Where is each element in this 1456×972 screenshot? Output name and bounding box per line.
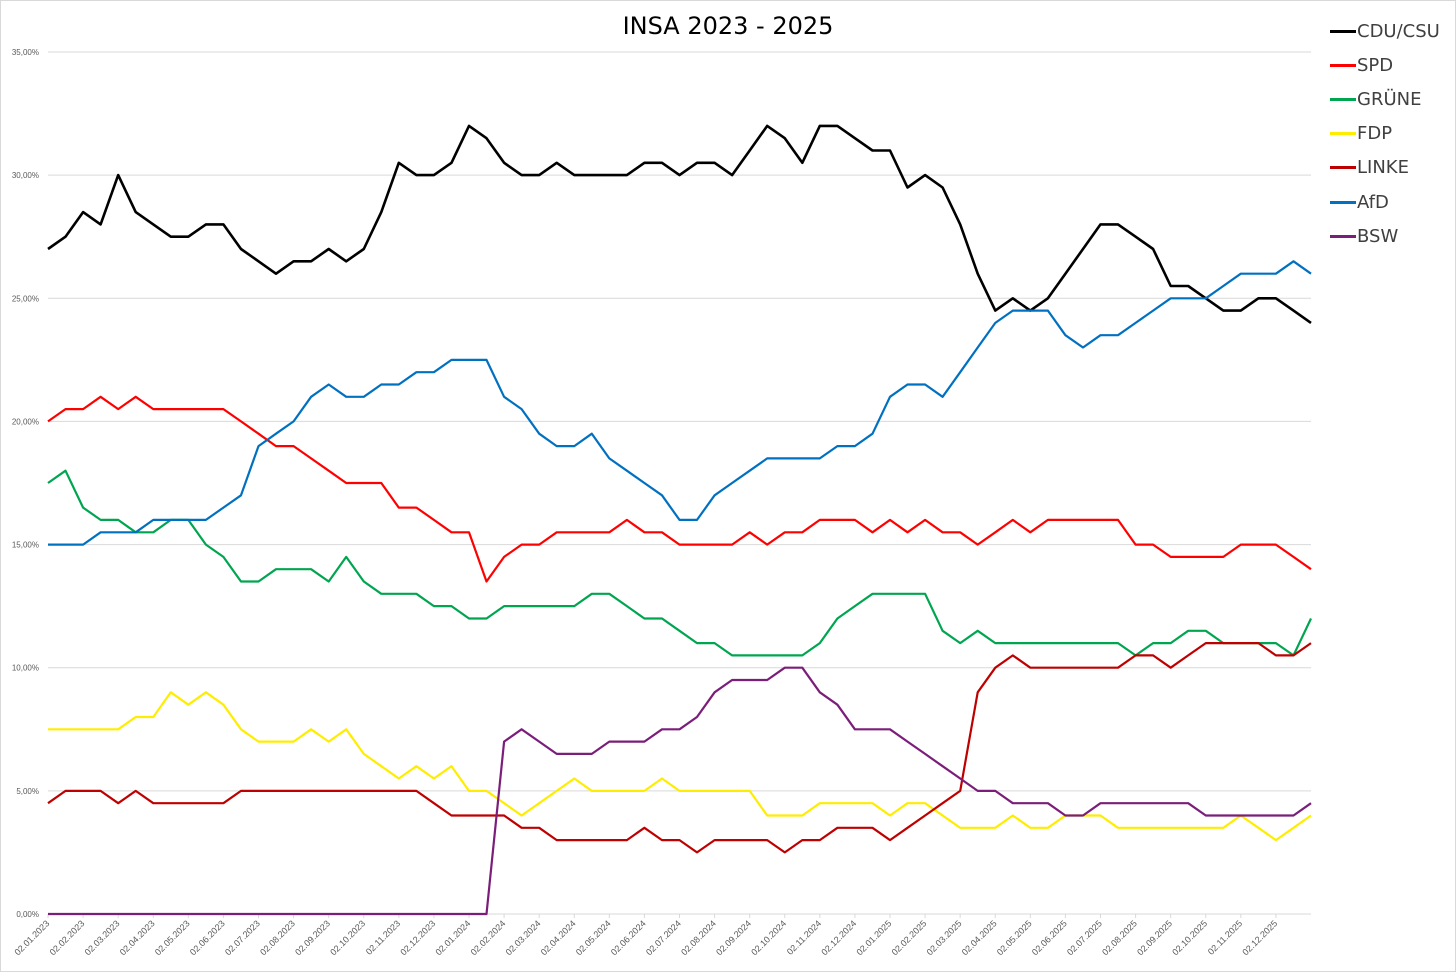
series-line-cdu-csu [47,124,1312,324]
chart-title: INSA 2023 - 2025 [622,12,834,40]
legend-item: FDP [1330,117,1440,151]
x-tick-label: 02.04.2023 [118,918,157,957]
series-line-linke [47,641,1312,854]
series-line-bsw [48,666,1312,916]
legend-item: GRÜNE [1330,82,1440,116]
series-line-spd [47,395,1312,583]
x-tick-label: 02.02.2025 [890,918,929,957]
x-tick-label: 02.01.2025 [854,918,893,957]
legend-item: BSW [1330,219,1440,253]
x-tick-label: 02.01.2023 [12,918,51,957]
x-tick-label: 02.07.2023 [223,918,262,957]
y-tick-label: 35,00% [12,48,39,57]
x-tick-label: 02.06.2024 [609,918,648,957]
x-tick-label: 02.11.2025 [1206,918,1244,956]
legend-label: CDU/CSU [1357,20,1440,42]
x-tick-label: 02.03.2023 [83,918,122,957]
x-tick-label: 02.04.2025 [960,918,999,957]
legend-swatch [1330,63,1356,67]
x-tick-label: 02.11.2024 [785,918,823,956]
series-line-gr-ne [47,469,1312,657]
series-lines [47,124,1312,916]
x-tick-label: 02.12.2025 [1240,918,1279,957]
x-axis-ticks: 02.01.202302.02.202302.03.202302.04.2023… [12,914,1279,957]
y-tick-label: 25,00% [12,294,39,303]
legend: CDU/CSU SPD GRÜNE FDP LINKE AfD BSW [1330,14,1440,253]
x-tick-label: 02.04.2024 [539,918,578,957]
x-tick-label: 02.07.2025 [1065,918,1104,957]
legend-item: AfD [1330,185,1440,219]
x-tick-label: 02.05.2024 [574,918,613,957]
legend-item: SPD [1330,48,1440,82]
y-tick-label: 10,00% [12,664,39,673]
x-tick-label: 02.10.2025 [1170,918,1209,957]
x-tick-label: 02.06.2025 [1030,918,1069,957]
legend-swatch [1330,29,1356,33]
y-tick-label: 20,00% [12,417,39,426]
x-tick-label: 02.12.2024 [819,918,858,957]
x-tick-label: 02.02.2023 [48,918,87,957]
series-line-afd [48,260,1312,546]
legend-label: AfD [1357,191,1389,213]
y-tick-label: 0,00% [16,910,39,919]
x-tick-label: 02.12.2023 [398,918,437,957]
legend-swatch [1330,234,1356,238]
y-tick-label: 30,00% [12,171,39,180]
x-tick-label: 02.08.2025 [1100,918,1139,957]
x-tick-label: 02.10.2023 [328,918,367,957]
legend-label: FDP [1357,123,1393,145]
legend-swatch [1330,97,1356,101]
x-tick-label: 02.05.2023 [153,918,192,957]
legend-swatch [1330,200,1356,204]
legend-label: BSW [1357,225,1399,247]
x-tick-label: 02.06.2023 [188,918,227,957]
series-line-fdp [48,691,1312,842]
legend-item: LINKE [1330,151,1440,185]
x-tick-label: 02.09.2025 [1135,918,1174,957]
legend-label: SPD [1357,54,1394,76]
x-tick-label: 02.08.2024 [679,918,718,957]
x-tick-label: 02.02.2024 [469,918,508,957]
y-tick-label: 15,00% [12,541,39,550]
legend-item: CDU/CSU [1330,14,1440,48]
y-axis-ticks: 0,00% 5,00% 10,00% 15,00% 20,00% 25,00% 30,00%… [12,48,39,919]
y-tick-label: 5,00% [16,787,39,796]
x-tick-label: 02.10.2024 [749,918,788,957]
x-tick-label: 02.08.2023 [258,918,297,957]
gridlines [48,51,1311,915]
legend-swatch [1330,132,1356,136]
x-tick-label: 02.09.2024 [714,918,753,957]
x-tick-label: 02.07.2024 [644,918,683,957]
legend-swatch [1330,166,1356,170]
legend-label: LINKE [1357,157,1409,179]
x-tick-label: 02.09.2023 [293,918,332,957]
x-tick-label: 02.03.2025 [925,918,964,957]
x-tick-label: 02.11.2023 [364,918,402,956]
legend-label: GRÜNE [1357,88,1422,110]
x-tick-label: 02.05.2025 [995,918,1034,957]
x-tick-label: 02.03.2024 [504,918,543,957]
x-tick-label: 02.01.2024 [433,918,472,957]
